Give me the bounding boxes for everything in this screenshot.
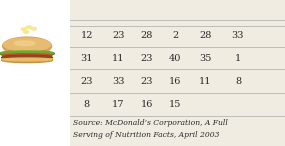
Ellipse shape <box>2 54 52 57</box>
Text: 40: 40 <box>169 54 182 63</box>
Text: Source: McDonald’s Corporation, A Full: Source: McDonald’s Corporation, A Full <box>73 119 227 127</box>
Text: 12: 12 <box>81 31 93 40</box>
Ellipse shape <box>3 37 52 55</box>
Text: 11: 11 <box>112 54 125 63</box>
FancyBboxPatch shape <box>70 0 285 146</box>
Ellipse shape <box>2 58 52 60</box>
Ellipse shape <box>3 56 52 59</box>
Text: 8: 8 <box>84 100 90 109</box>
Text: 11: 11 <box>199 77 211 86</box>
Ellipse shape <box>24 31 29 33</box>
Text: 35: 35 <box>199 54 211 63</box>
Text: 1: 1 <box>235 54 241 63</box>
Text: 2: 2 <box>172 31 178 40</box>
Ellipse shape <box>3 38 51 51</box>
Ellipse shape <box>14 41 35 46</box>
Text: 23: 23 <box>141 77 153 86</box>
Ellipse shape <box>2 58 52 62</box>
Ellipse shape <box>31 27 36 30</box>
Text: 16: 16 <box>141 100 153 109</box>
Text: 33: 33 <box>232 31 244 40</box>
Text: 16: 16 <box>169 77 182 86</box>
Ellipse shape <box>2 55 52 60</box>
Ellipse shape <box>1 51 53 55</box>
Text: 23: 23 <box>81 77 93 86</box>
Text: 23: 23 <box>141 54 153 63</box>
Text: 15: 15 <box>169 100 182 109</box>
Ellipse shape <box>21 28 27 30</box>
Text: 33: 33 <box>112 77 125 86</box>
Text: Serving of Nutrition Facts, April 2003: Serving of Nutrition Facts, April 2003 <box>73 131 219 139</box>
Text: 28: 28 <box>199 31 211 40</box>
Ellipse shape <box>0 51 54 56</box>
Text: 8: 8 <box>235 77 241 86</box>
Ellipse shape <box>27 26 32 29</box>
Text: 17: 17 <box>112 100 125 109</box>
Text: 31: 31 <box>81 54 93 63</box>
Text: 23: 23 <box>112 31 125 40</box>
Ellipse shape <box>3 58 52 61</box>
Text: 28: 28 <box>141 31 153 40</box>
